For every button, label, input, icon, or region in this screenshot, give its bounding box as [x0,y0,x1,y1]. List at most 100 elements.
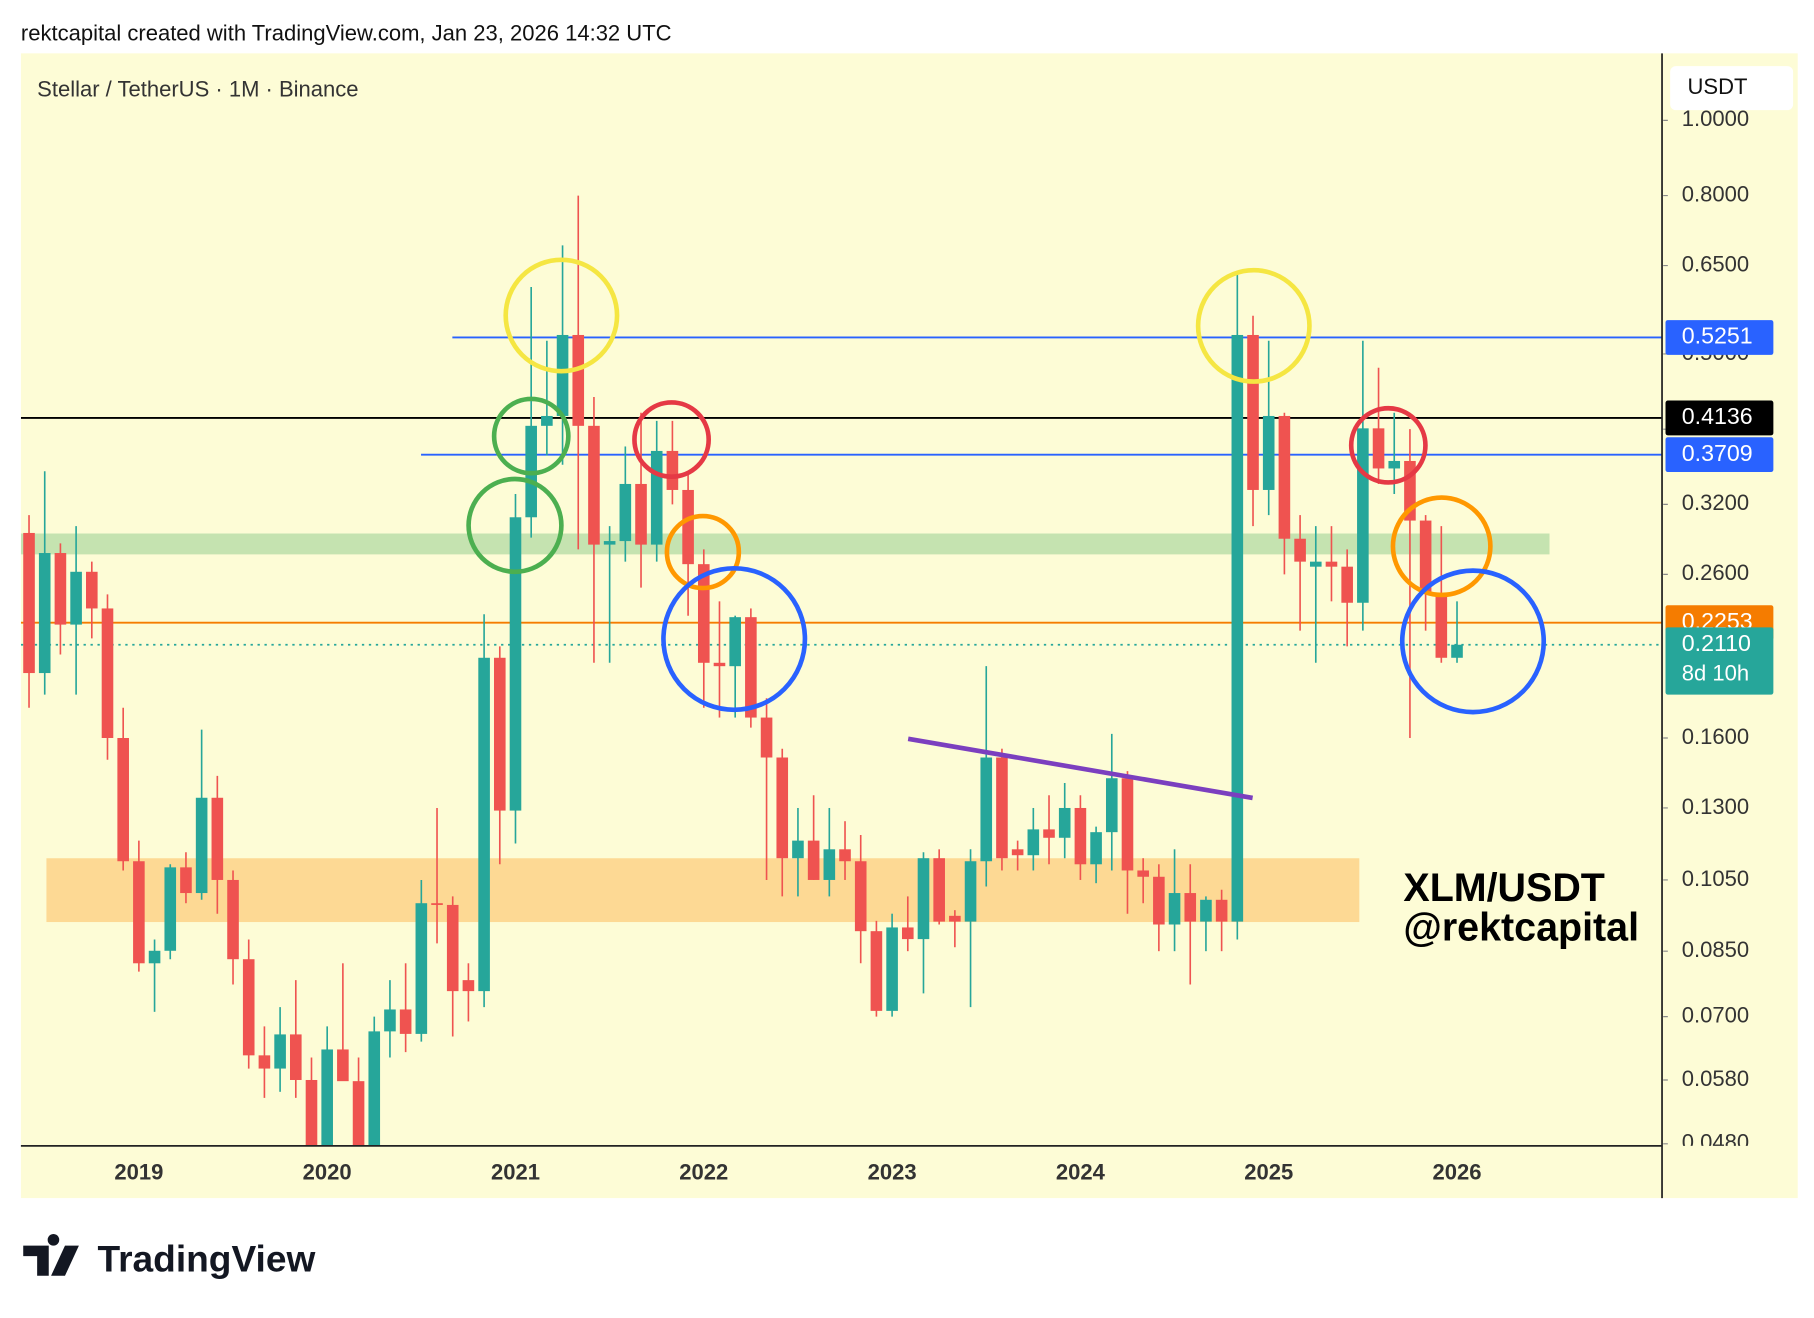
candle-body [195,797,208,894]
support-zone [20,533,1550,555]
x-tick-label: 2026 [1433,1160,1482,1185]
candle-body [745,617,757,718]
candle-body [854,861,867,932]
candle-body [870,931,883,1011]
credit-line: rektcapital created with TradingView.com… [21,21,672,46]
x-tick-label: 2025 [1244,1160,1293,1185]
candle-body [148,950,161,964]
candle-body [1419,520,1432,594]
candle-body [1451,644,1463,658]
candle-body [901,927,914,940]
candle-body [1372,428,1385,469]
candle-body [1058,807,1071,838]
candle-body [917,858,930,940]
candle-body [1231,334,1244,922]
candle-body [1278,415,1291,539]
y-tick-label: 0.3200 [1682,490,1749,515]
candle-body [666,450,679,490]
highlight-circle [1195,267,1312,384]
candle-body [964,861,977,922]
price-label: 0.5251 [1682,323,1753,349]
highlight-circle [1348,405,1428,485]
watermark: XLM/USDT [1403,866,1604,910]
candle-body [588,425,600,545]
pane: XLM/USDT @rektcapital [20,195,1663,1146]
chart-background [20,53,1798,1199]
candle-body [1090,832,1102,865]
candle-body [1357,428,1369,603]
candle-body [133,861,145,964]
candle-body [70,571,82,625]
logo-mark [23,1234,79,1276]
x-tick-label: 2021 [491,1160,540,1185]
candle-body [760,717,773,758]
highlight-circle [466,476,564,575]
candles [23,195,1463,1146]
candle-body [1388,460,1401,469]
accumulation-zone [46,858,1360,923]
candle-body [1121,778,1134,871]
candle-body [1184,893,1197,922]
candle-body [541,415,553,426]
candle-body [1404,460,1416,521]
price-label: 0.3709 [1682,440,1753,466]
x-tick-label: 2020 [303,1160,352,1185]
candle-body [399,1009,412,1034]
candle-body [619,483,632,542]
candle-body [1309,561,1322,567]
candle-body [85,571,98,609]
countdown: 8d 10h [1682,661,1749,686]
y-tick-label: 0.1300 [1682,794,1749,819]
y-tick-label: 1.0000 [1682,106,1749,131]
candle-body [478,657,490,992]
candle-body [839,849,851,862]
candle-body [117,737,129,862]
x-tick-label: 2022 [679,1160,728,1185]
candle-body [38,553,51,674]
x-tick-label: 2023 [868,1160,917,1185]
y-tick-label: 0.0850 [1682,937,1749,962]
highlight-circle [632,400,711,479]
highlight-circle [1399,568,1547,715]
candle-body [1200,899,1212,922]
candle-body [180,867,192,894]
y-tick-label: 0.0700 [1682,1002,1749,1027]
annotations [466,257,1547,801]
candle-body [415,903,428,1034]
y-tick-label: 0.6500 [1682,251,1749,276]
candle-body [1247,334,1259,490]
brand-name: TradingView [97,1238,315,1280]
candle-body [1074,807,1087,865]
y-tick-label: 0.0480 [1682,1130,1749,1155]
candle-body [1168,893,1181,925]
candle-body [242,959,255,1056]
candle-body [509,517,522,811]
candle-body [54,553,67,625]
candle-body [1027,829,1040,856]
highlight-circle [491,396,571,476]
candle-body [1105,778,1118,833]
candle-body [164,867,177,951]
candle-body [1137,870,1149,877]
y-tick-label: 0.1050 [1682,866,1749,891]
candle-body [1153,876,1165,925]
candle-body [493,657,506,811]
y-tick-label: 0.8000 [1682,181,1749,206]
candle-body [697,564,710,663]
currency-button[interactable] [1670,66,1794,111]
candle-body [1341,566,1353,603]
price-label-box [1665,320,1774,355]
candle-body [23,532,35,674]
symbol-legend: Stellar / TetherUS · 1M · Binance [37,76,358,101]
y-tick-label: 0.1600 [1682,724,1749,749]
candle-body [101,608,114,738]
candle-body [556,334,569,416]
price-label: 0.2110 [1682,630,1751,656]
candle-body [289,1034,302,1080]
candle-body [572,334,585,426]
candle-body [886,927,898,1011]
candle-body [1435,593,1448,658]
brand-logo: TradingView [23,1234,316,1280]
